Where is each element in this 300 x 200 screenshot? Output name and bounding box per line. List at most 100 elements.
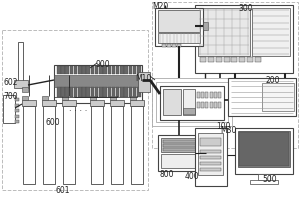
Bar — [183, 89, 195, 115]
Bar — [22, 87, 28, 92]
Bar — [130, 96, 136, 100]
Bar — [91, 106, 103, 184]
Bar — [70, 66, 73, 74]
Bar — [214, 102, 217, 108]
Bar — [95, 66, 98, 74]
Bar — [57, 87, 61, 97]
Bar — [111, 106, 123, 184]
Bar — [197, 102, 200, 108]
Bar — [129, 87, 132, 97]
Bar — [172, 44, 176, 47]
Bar — [218, 92, 221, 98]
Bar — [200, 168, 221, 171]
Bar — [22, 100, 36, 106]
Bar — [74, 66, 77, 74]
Bar — [200, 156, 221, 159]
Bar — [137, 66, 140, 74]
Bar — [262, 83, 294, 111]
Text: 601: 601 — [55, 186, 70, 195]
Bar — [65, 66, 69, 74]
Bar — [22, 96, 28, 100]
Bar — [195, 5, 293, 73]
Bar — [95, 87, 98, 97]
Bar — [43, 106, 55, 184]
Bar — [63, 106, 75, 184]
Bar — [15, 104, 19, 106]
Bar — [210, 102, 213, 108]
Bar — [23, 106, 35, 184]
Bar — [3, 95, 15, 123]
Bar — [15, 109, 19, 112]
Bar — [163, 144, 199, 146]
Text: M30: M30 — [220, 126, 236, 135]
Bar — [239, 132, 289, 166]
Bar — [74, 87, 77, 97]
Bar — [203, 22, 208, 30]
Text: M10: M10 — [136, 74, 152, 83]
Bar — [42, 96, 48, 100]
Text: 602: 602 — [4, 78, 19, 87]
Bar — [116, 66, 119, 74]
Bar — [138, 72, 150, 92]
Bar — [247, 57, 253, 62]
Bar — [129, 66, 132, 74]
Bar — [231, 57, 237, 62]
Bar — [238, 131, 290, 167]
Bar — [160, 86, 224, 120]
Bar — [206, 92, 208, 98]
Bar — [130, 100, 144, 106]
Bar — [214, 92, 217, 98]
Bar — [116, 87, 119, 97]
Bar — [18, 42, 23, 82]
Bar — [90, 100, 104, 106]
Bar — [161, 154, 201, 168]
Text: 600: 600 — [45, 118, 60, 127]
Bar — [110, 100, 124, 106]
Bar — [161, 138, 201, 152]
Bar — [177, 44, 181, 47]
Bar — [197, 92, 200, 98]
Bar — [200, 162, 221, 165]
Bar — [124, 87, 128, 97]
Bar — [158, 33, 200, 43]
Text: M20: M20 — [152, 2, 168, 11]
Bar — [208, 57, 214, 62]
Text: 900: 900 — [95, 60, 109, 69]
Bar — [206, 102, 208, 108]
Bar — [239, 57, 245, 62]
Bar — [103, 66, 107, 74]
Bar — [228, 78, 296, 116]
Bar — [235, 128, 293, 174]
Bar — [158, 135, 206, 171]
Bar — [91, 87, 94, 97]
Bar — [90, 96, 96, 100]
Bar — [65, 87, 69, 97]
Bar — [183, 108, 195, 114]
Bar — [42, 100, 56, 106]
Bar — [15, 114, 19, 117]
Bar — [62, 100, 76, 106]
Text: 400: 400 — [185, 172, 200, 181]
Text: 300: 300 — [238, 4, 253, 13]
Bar — [163, 89, 181, 115]
Bar — [200, 150, 221, 153]
Bar — [162, 44, 166, 47]
Bar — [112, 87, 115, 97]
Bar — [15, 120, 19, 123]
Bar — [110, 96, 116, 100]
Bar — [120, 66, 124, 74]
Bar — [15, 98, 19, 101]
Bar — [255, 57, 261, 62]
Bar — [107, 66, 111, 74]
Bar — [133, 66, 136, 74]
Bar — [70, 87, 73, 97]
Bar — [62, 96, 68, 100]
Text: 500: 500 — [262, 175, 277, 184]
Bar — [201, 92, 204, 98]
Text: 200: 200 — [265, 76, 280, 85]
Bar — [224, 57, 230, 62]
Bar — [163, 148, 199, 150]
Bar — [258, 174, 270, 180]
Bar — [54, 65, 142, 103]
Bar — [57, 66, 61, 74]
